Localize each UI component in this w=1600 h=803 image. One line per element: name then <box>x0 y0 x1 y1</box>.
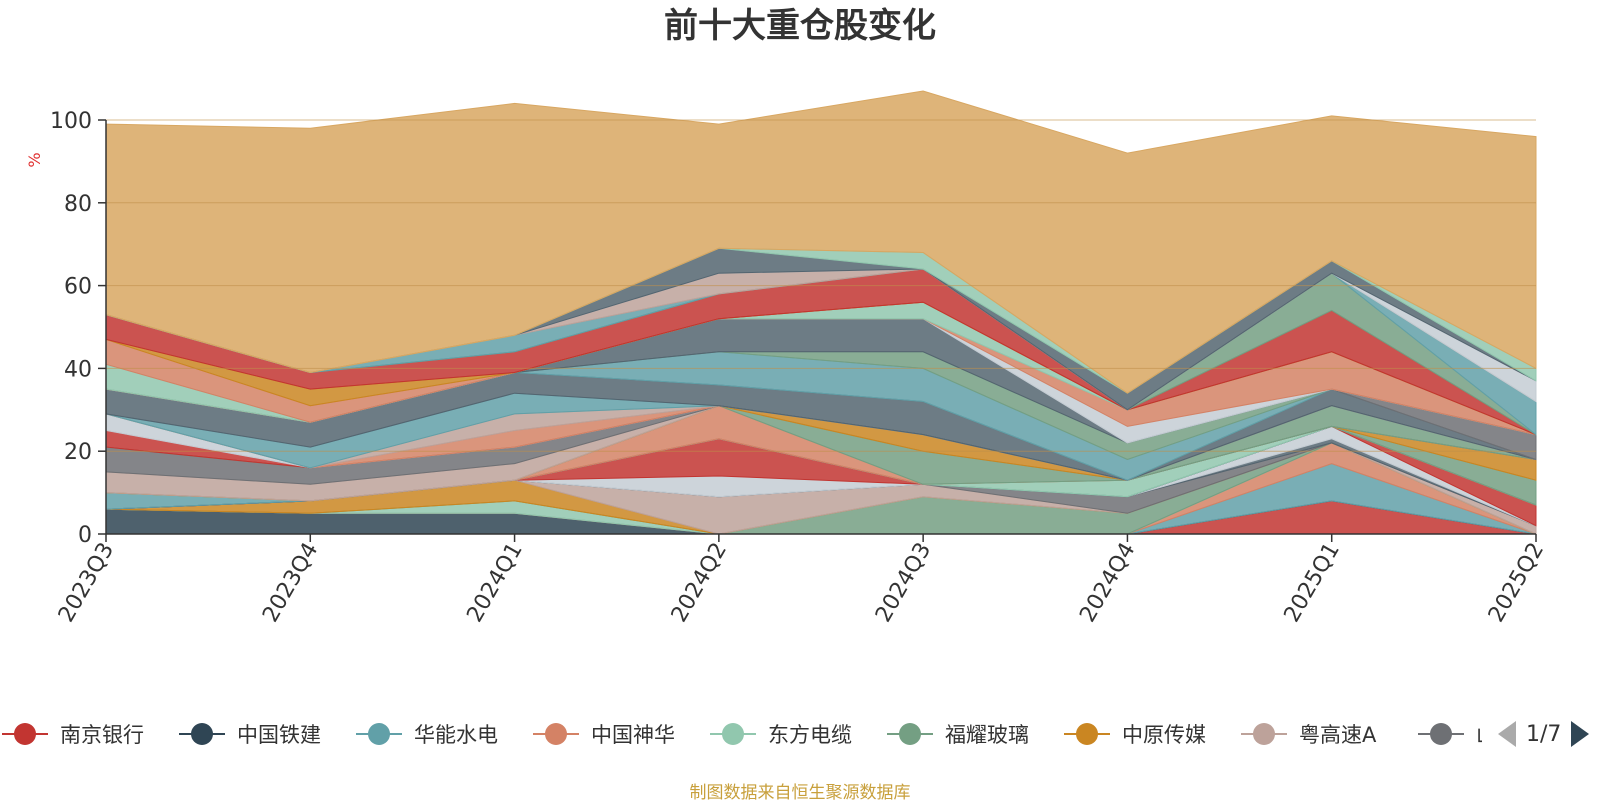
legend-label: 山 <box>1476 719 1482 749</box>
x-tick-label: 2023Q3 <box>54 539 119 627</box>
legend-item[interactable]: 东方电缆 <box>708 712 852 756</box>
legend-item[interactable]: 南京银行 <box>0 712 144 756</box>
y-tick-label: 20 <box>64 440 92 465</box>
legend-item[interactable]: 华能水电 <box>354 712 498 756</box>
legend-item[interactable]: 中原传媒 <box>1062 712 1206 756</box>
legend-marker-icon <box>710 723 756 745</box>
legend-marker-icon <box>1418 723 1464 745</box>
legend-item[interactable]: 粤高速A <box>1239 712 1376 756</box>
legend-label: 福耀玻璃 <box>945 723 1029 747</box>
triangle-left-icon[interactable] <box>1496 719 1518 749</box>
legend-page-indicator: 1/7 <box>1526 721 1562 747</box>
x-tick-label: 2024Q1 <box>462 539 527 627</box>
y-tick-label: 100 <box>50 109 92 134</box>
legend-label: 粤高速A <box>1299 723 1377 747</box>
legend-pager: 1/7 <box>1496 712 1591 756</box>
legend-label: 南京银行 <box>60 723 144 747</box>
grid-lines <box>106 119 1536 452</box>
legend-label: 中原传媒 <box>1122 723 1206 747</box>
legend-item[interactable]: 中国神华 <box>531 712 675 756</box>
x-tick-label: 2025Q2 <box>1484 539 1549 627</box>
legend-item[interactable]: 中国铁建 <box>177 712 321 756</box>
x-tick-label: 2023Q4 <box>258 539 323 627</box>
legend-marker-icon <box>533 723 579 745</box>
legend-item[interactable]: 福耀玻璃 <box>885 712 1029 756</box>
legend-marker-icon <box>179 723 225 745</box>
legend: 南京银行 中国铁建 华能水电 中国神华 东方电缆 福耀玻璃 中原传媒 粤高速A 山 1/7 <box>0 712 1600 756</box>
y-tick-label: 40 <box>64 357 92 382</box>
x-tick-label: 2024Q4 <box>1075 539 1140 627</box>
x-tick-label: 2024Q2 <box>667 539 732 627</box>
legend-label: 中国铁建 <box>237 723 321 747</box>
legend-items: 南京银行 中国铁建 华能水电 中国神华 东方电缆 福耀玻璃 中原传媒 粤高速A 山 <box>0 712 1482 756</box>
legend-marker-icon <box>1064 723 1110 745</box>
legend-label: 中国神华 <box>591 723 675 747</box>
y-axis-label: % <box>25 152 44 167</box>
legend-item[interactable]: 山 <box>1416 712 1482 756</box>
legend-marker-icon <box>887 723 933 745</box>
legend-marker-icon <box>1241 723 1287 745</box>
legend-label: 东方电缆 <box>768 723 852 747</box>
triangle-right-icon[interactable] <box>1569 719 1591 749</box>
legend-label: 华能水电 <box>414 723 498 747</box>
y-tick-label: 60 <box>64 275 92 300</box>
x-tick-label: 2024Q3 <box>871 539 936 627</box>
x-tick-label: 2025Q1 <box>1280 539 1345 627</box>
y-tick-label: 80 <box>64 192 92 217</box>
legend-marker-icon <box>356 723 402 745</box>
legend-marker-icon <box>2 723 48 745</box>
chart-title: 前十大重仓股变化 <box>664 6 936 46</box>
source-note: 制图数据来自恒生聚源数据库 <box>689 783 911 803</box>
area-layers <box>105 90 1537 535</box>
y-tick-label: 0 <box>78 523 92 548</box>
